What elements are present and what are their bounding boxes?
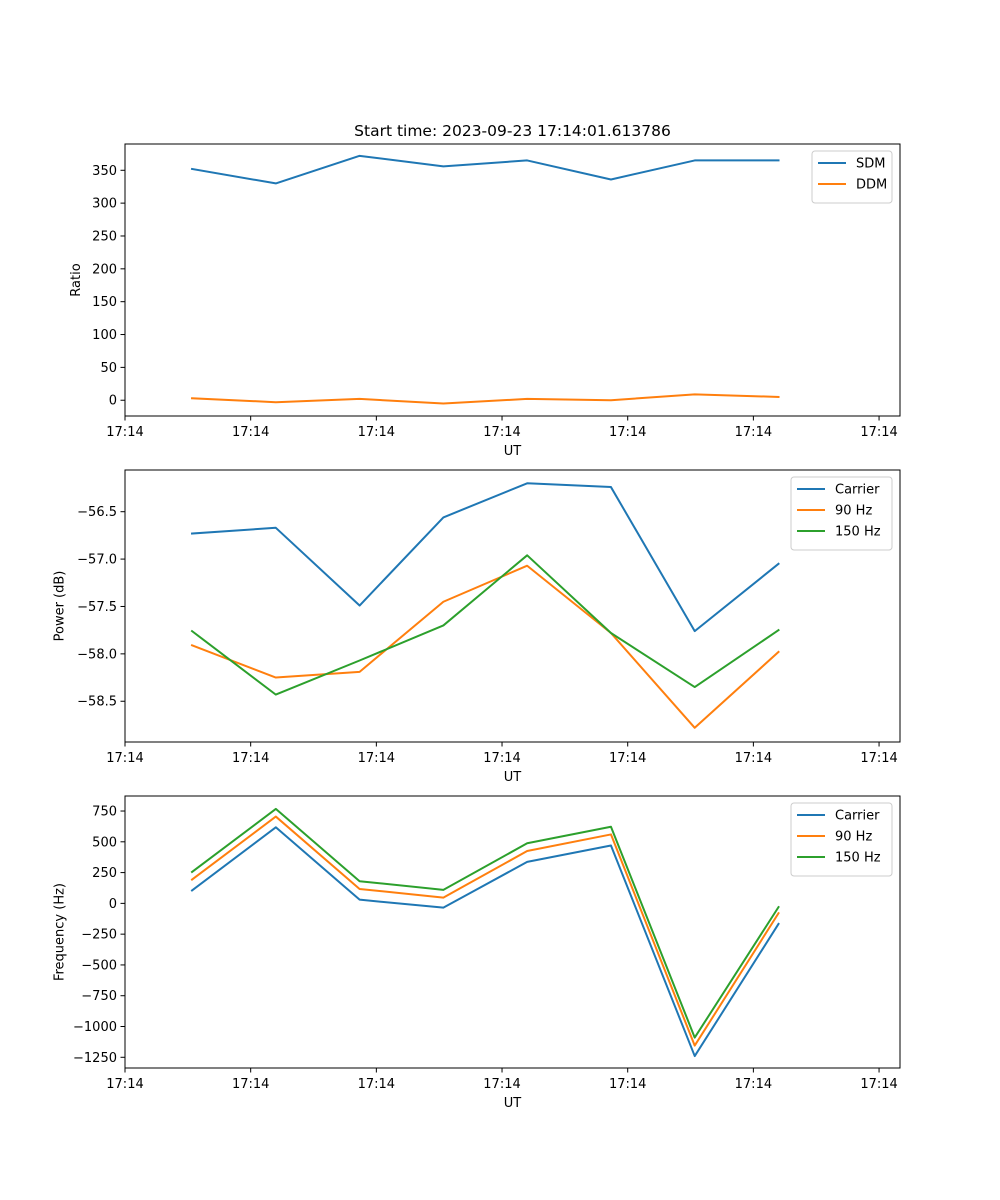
legend-label: 150 Hz: [835, 851, 881, 866]
series-line-90-hz: [190, 815, 780, 1047]
y-tick-label: −1250: [73, 1051, 117, 1066]
legend-label: 150 Hz: [835, 525, 881, 540]
x-axis-label: UT: [504, 444, 522, 459]
series-line-150-hz: [190, 807, 780, 1039]
x-tick-label: 17:14: [735, 751, 772, 766]
x-tick-label: 17:14: [232, 425, 269, 440]
y-tick-label: 500: [92, 835, 117, 850]
axes-frame: [124, 143, 901, 417]
y-tick-label: −750: [81, 989, 117, 1004]
x-tick-label: 17:14: [735, 425, 772, 440]
x-tick-label: 17:14: [358, 751, 395, 766]
x-tick-label: 17:14: [483, 1077, 520, 1092]
legend-label: 90 Hz: [835, 504, 872, 519]
x-tick-label: 17:14: [483, 425, 520, 440]
x-tick-label: 17:14: [106, 1077, 143, 1092]
y-tick-label: −56.5: [77, 505, 117, 520]
legend: Carrier 90 Hz 150 Hz: [790, 802, 893, 877]
subplot-3: 17:14 17:14 17:14 17:14 17:14 17:14 17:14 −1250…: [53, 795, 901, 1111]
subplot-1: 17:14 17:14 17:14 17:14 17:14 17:14 17:14 0 50 10…: [69, 143, 901, 459]
x-tick-label: 17:14: [232, 1077, 269, 1092]
x-tick-label: 17:14: [232, 751, 269, 766]
x-tick-label: 17:14: [358, 1077, 395, 1092]
y-axis-label: Ratio: [69, 263, 84, 296]
x-tick-label: 17:14: [860, 425, 897, 440]
y-tick-label: −58.0: [77, 647, 117, 662]
legend-label: SDM: [856, 157, 885, 172]
x-tick-label: 17:14: [106, 425, 143, 440]
series-line-sdm: [190, 154, 780, 185]
axes-frame: [124, 795, 901, 1069]
y-tick-label: −58.5: [77, 695, 117, 710]
y-tick-label: 50: [100, 361, 117, 376]
x-tick-label: 17:14: [609, 1077, 646, 1092]
y-tick-label: 100: [92, 328, 117, 343]
legend-label: 90 Hz: [835, 830, 872, 845]
series-line-150-hz: [190, 554, 780, 696]
x-axis-label: UT: [504, 770, 522, 785]
plots-container: 17:14 17:14 17:14 17:14 17:14 17:14 17:14 0 50 10…: [53, 143, 901, 1111]
x-tick-label: 17:14: [609, 751, 646, 766]
x-tick-label: 17:14: [483, 751, 520, 766]
y-tick-label: −57.0: [77, 553, 117, 568]
x-axis-label: UT: [504, 1096, 522, 1111]
y-tick-label: 750: [92, 805, 117, 820]
x-tick-label: 17:14: [860, 1077, 897, 1092]
y-tick-label: 250: [92, 866, 117, 881]
legend-label: Carrier: [835, 483, 880, 498]
x-tick-label: 17:14: [106, 751, 143, 766]
series-line-carrier: [190, 826, 780, 1058]
y-tick-label: 0: [109, 897, 117, 912]
y-tick-label: 0: [109, 394, 117, 409]
y-tick-label: −57.5: [77, 600, 117, 615]
series-line-carrier: [190, 482, 780, 633]
series-line-ddm: [190, 393, 780, 405]
subplot-2: 17:14 17:14 17:14 17:14 17:14 17:14 17:14 −58.5…: [53, 469, 901, 785]
y-tick-label: −250: [81, 928, 117, 943]
y-axis-label: Frequency (Hz): [53, 883, 68, 981]
x-tick-label: 17:14: [358, 425, 395, 440]
y-tick-label: −1000: [73, 1020, 117, 1035]
legend-label: DDM: [856, 178, 887, 193]
y-tick-label: 200: [92, 262, 117, 277]
y-tick-label: −500: [81, 958, 117, 973]
x-tick-label: 17:14: [609, 425, 646, 440]
chart-title: Start time: 2023-09-23 17:14:01.613786: [354, 122, 671, 140]
legend: SDM DDM: [811, 150, 893, 204]
x-tick-label: 17:14: [860, 751, 897, 766]
axes-frame: [124, 469, 901, 743]
y-axis-label: Power (dB): [53, 571, 68, 642]
y-tick-label: 150: [92, 295, 117, 310]
y-tick-label: 250: [92, 229, 117, 244]
series-line-90-hz: [190, 564, 780, 729]
x-tick-label: 17:14: [735, 1077, 772, 1092]
y-tick-label: 350: [92, 164, 117, 179]
legend-label: Carrier: [835, 809, 880, 824]
legend: Carrier 90 Hz 150 Hz: [790, 476, 893, 551]
y-tick-label: 300: [92, 197, 117, 212]
